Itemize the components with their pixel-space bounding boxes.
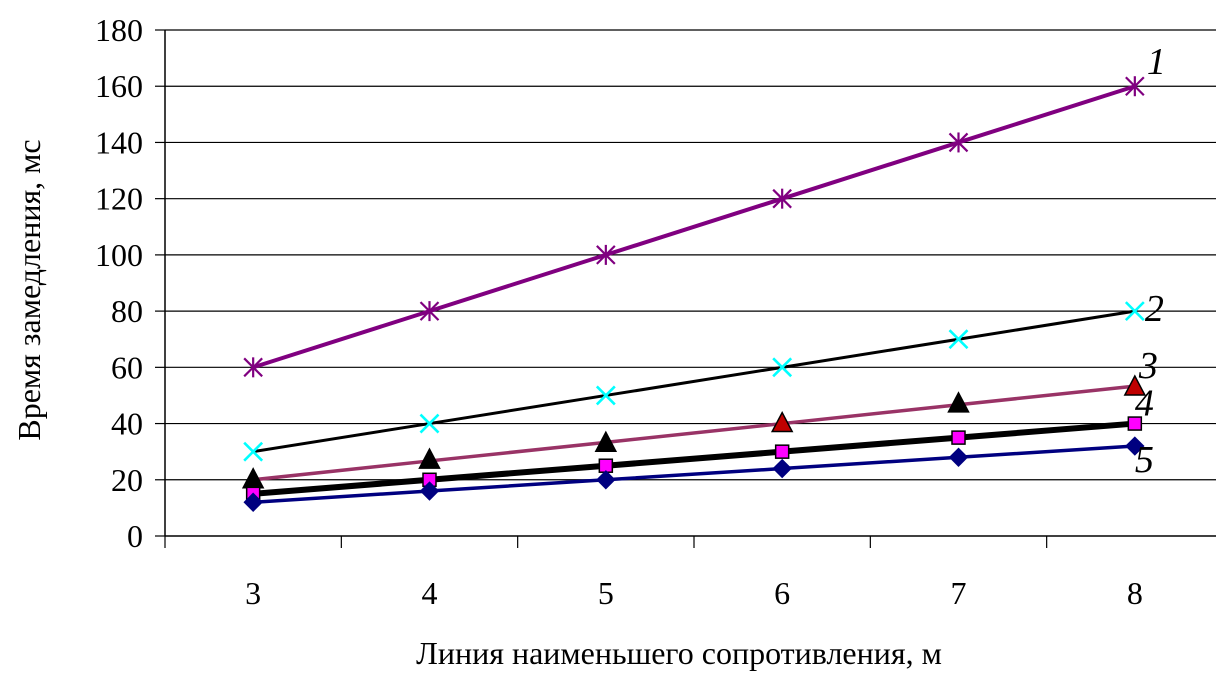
x-tick-label: 7 bbox=[951, 575, 967, 611]
data-point bbox=[1125, 76, 1145, 97]
series-label-3: 3 bbox=[1138, 345, 1158, 387]
marker-shape bbox=[596, 470, 616, 490]
marker-shape bbox=[951, 430, 966, 445]
marker-shape bbox=[419, 481, 440, 501]
data-point bbox=[418, 447, 441, 469]
y-tick-label: 180 bbox=[95, 12, 143, 48]
marker-shape bbox=[1123, 374, 1147, 396]
axes bbox=[155, 29, 1216, 548]
marker-shape bbox=[1127, 416, 1143, 431]
marker-stroke bbox=[948, 329, 969, 350]
data-point bbox=[770, 410, 794, 433]
data-point bbox=[772, 458, 792, 479]
data-point bbox=[595, 385, 616, 406]
y-tick-label: 60 bbox=[111, 349, 143, 385]
data-point bbox=[1125, 436, 1145, 456]
series-line-1 bbox=[251, 84, 1137, 370]
y-axis-title: Время замедления, мс bbox=[11, 139, 47, 440]
series-line-4 bbox=[250, 420, 1138, 497]
marker-stroke bbox=[772, 357, 793, 378]
x-axis-title: Линия наименьшего сопротивления, м bbox=[416, 635, 942, 671]
series-line-3 bbox=[251, 384, 1137, 482]
data-point bbox=[948, 447, 969, 467]
data-point bbox=[594, 430, 618, 452]
y-tick-label: 0 bbox=[127, 518, 143, 554]
series-markers bbox=[241, 76, 1147, 512]
x-tick-label: 6 bbox=[774, 575, 790, 611]
data-point bbox=[419, 301, 440, 322]
y-tick-label: 120 bbox=[95, 181, 143, 217]
marker-shape bbox=[774, 444, 790, 459]
series-label-4: 4 bbox=[1135, 383, 1154, 425]
series-label-5: 5 bbox=[1135, 439, 1154, 481]
marker-shape bbox=[243, 492, 263, 512]
data-point bbox=[419, 481, 440, 501]
data-point bbox=[774, 444, 790, 459]
series-lines bbox=[250, 84, 1138, 505]
series-label-1: 1 bbox=[1147, 41, 1166, 83]
marker-stroke bbox=[595, 385, 616, 406]
marker-shape bbox=[772, 458, 792, 479]
x-tick-label: 5 bbox=[598, 575, 614, 611]
marker-stroke bbox=[419, 413, 440, 434]
data-point bbox=[948, 132, 969, 153]
series-line-2 bbox=[251, 309, 1137, 454]
marker-stroke bbox=[1124, 301, 1145, 322]
marker-shape bbox=[418, 447, 441, 469]
data-point bbox=[772, 357, 793, 378]
data-point bbox=[948, 329, 969, 350]
data-point bbox=[772, 188, 792, 209]
marker-shape bbox=[1125, 436, 1145, 456]
x-tick-label: 3 bbox=[245, 575, 261, 611]
data-point bbox=[243, 492, 263, 512]
y-tick-label: 80 bbox=[111, 293, 143, 329]
x-tick-label: 4 bbox=[422, 575, 438, 611]
y-tick-label: 160 bbox=[95, 68, 143, 104]
data-point bbox=[596, 470, 616, 490]
data-point bbox=[951, 430, 966, 445]
data-point bbox=[596, 244, 616, 265]
y-tick-label: 140 bbox=[95, 124, 143, 160]
marker-shape bbox=[948, 447, 969, 467]
gridlines bbox=[165, 29, 1216, 481]
y-tick-label: 100 bbox=[95, 237, 143, 273]
marker-shape bbox=[770, 410, 794, 433]
y-tick-label: 40 bbox=[111, 406, 143, 442]
marker-shape bbox=[947, 391, 970, 413]
data-point bbox=[419, 413, 440, 434]
series-line-5 bbox=[251, 444, 1137, 505]
data-point bbox=[1124, 301, 1145, 322]
data-point bbox=[1123, 374, 1147, 396]
series-label-2: 2 bbox=[1145, 288, 1164, 330]
y-tick-label: 20 bbox=[111, 462, 143, 498]
x-tick-label: 8 bbox=[1127, 575, 1143, 611]
data-point bbox=[243, 357, 263, 378]
marker-shape bbox=[594, 430, 618, 452]
data-point bbox=[243, 441, 264, 462]
data-point bbox=[947, 391, 970, 413]
marker-stroke bbox=[243, 441, 264, 462]
data-point bbox=[1127, 416, 1143, 431]
